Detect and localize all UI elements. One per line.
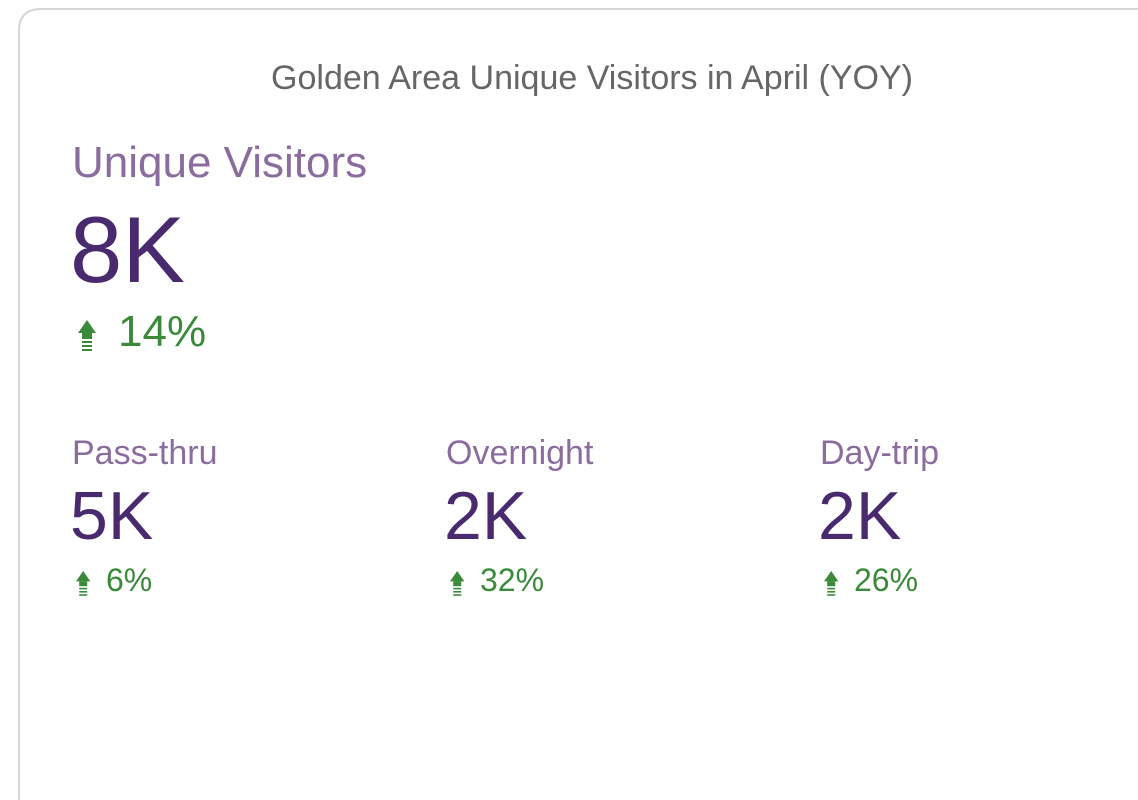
primary-value: 8K (70, 197, 185, 302)
primary-change: 14% (118, 307, 206, 356)
card-border (18, 8, 1138, 800)
metric-value: 2K (818, 478, 901, 554)
metric-change: 26% (854, 562, 918, 598)
breakdown: Pass-thru 5K 6% Overnight 2K 32% Day-trip 2K 26% (70, 434, 939, 598)
metric-change: 6% (106, 562, 152, 598)
up-arrow-icon (76, 571, 91, 596)
up-arrow-icon (450, 571, 465, 596)
metric-label: Day-trip (820, 434, 939, 472)
primary-label: Unique Visitors (72, 138, 367, 187)
metric-value: 2K (444, 478, 527, 554)
up-arrow-icon (78, 320, 96, 351)
metric-label: Overnight (446, 434, 594, 472)
up-arrow-icon (824, 571, 839, 596)
metric-value: 5K (70, 478, 153, 554)
metric-change: 32% (480, 562, 544, 598)
card-title: Golden Area Unique Visitors in April (YO… (271, 59, 913, 97)
metric-label: Pass-thru (72, 434, 218, 472)
